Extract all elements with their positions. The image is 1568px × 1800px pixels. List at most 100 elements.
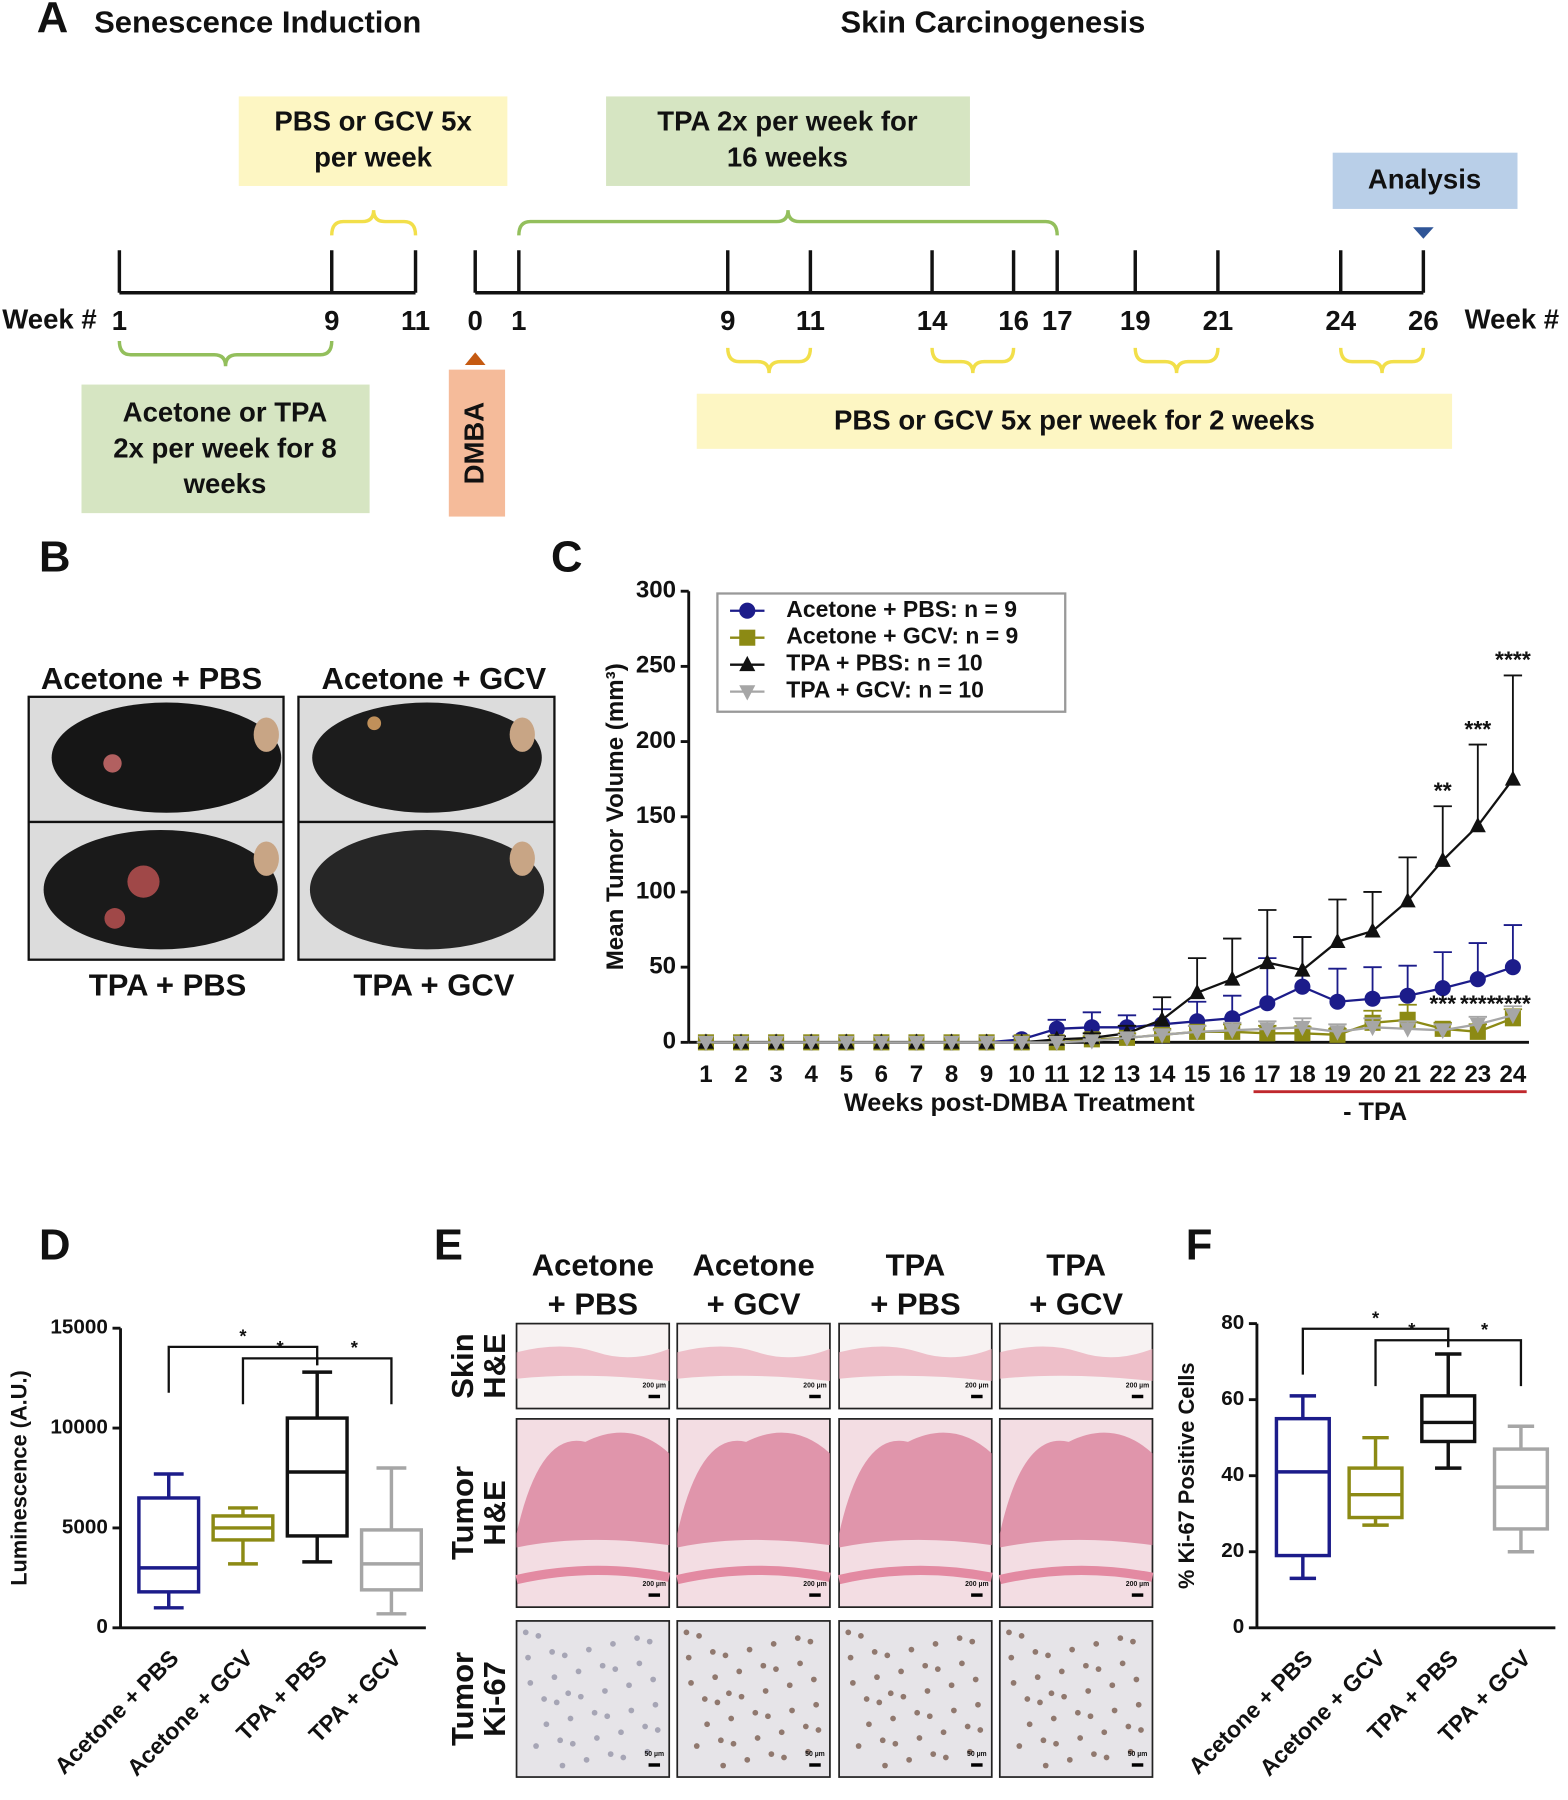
nucleus — [879, 1737, 886, 1744]
x-tick-label: Acetone + GCV — [122, 1644, 258, 1781]
nucleus — [1091, 1751, 1097, 1757]
nucleus — [768, 1751, 775, 1757]
marker — [1364, 922, 1381, 938]
nucleus — [805, 1748, 811, 1755]
tissue-band — [838, 1565, 993, 1585]
x-tick-label: 11 — [1044, 1061, 1069, 1088]
nucleus — [1069, 1646, 1075, 1653]
ear — [253, 841, 279, 876]
x-tick-label: 15 — [1184, 1061, 1211, 1088]
box — [285, 1416, 349, 1538]
nucleus — [1119, 1660, 1126, 1667]
marker — [1189, 1025, 1206, 1041]
series-line — [705, 1014, 1514, 1044]
nucleus — [908, 1646, 915, 1653]
nucleus — [969, 1638, 976, 1645]
y-tick-label: 200 — [636, 727, 676, 754]
x-tick-label: 18 — [1289, 1061, 1316, 1088]
y-tick-label: 300 — [636, 577, 676, 604]
nucleus — [567, 1715, 574, 1722]
nucleus — [1053, 1740, 1059, 1747]
week-number: 0 — [468, 305, 483, 336]
nucleus — [1006, 1629, 1012, 1636]
scale-bar-label: 200 µm — [965, 1581, 988, 1588]
nucleus — [604, 1713, 611, 1720]
nucleus — [585, 1646, 592, 1653]
x-tick-label: 20 — [1359, 1061, 1386, 1088]
significance: *** — [1464, 716, 1491, 742]
scale-bar-label: 200 µm — [965, 1382, 988, 1389]
marker — [1434, 851, 1451, 867]
nucleus — [956, 1635, 963, 1642]
y-tick-label: 250 — [636, 652, 676, 679]
scale-bar — [809, 1763, 821, 1767]
nucleus — [1045, 1652, 1051, 1659]
nucleus — [760, 1662, 767, 1669]
nucleus — [972, 1676, 979, 1683]
scale-bar — [648, 1593, 661, 1597]
nucleus — [887, 1690, 894, 1697]
y-axis-label: Luminescence (A.U.) — [6, 1370, 31, 1586]
nucleus — [1066, 1756, 1073, 1763]
marker — [1259, 1022, 1276, 1038]
nucleus — [746, 1646, 753, 1653]
nucleus — [1101, 1729, 1108, 1736]
nucleus — [1125, 1723, 1132, 1730]
significance: * — [277, 1337, 285, 1358]
nucleus — [1034, 1674, 1041, 1681]
x-tick-label: 21 — [1394, 1061, 1421, 1088]
whisker-low — [228, 1539, 258, 1566]
dmba-marker — [464, 352, 486, 366]
nucleus — [781, 1754, 787, 1761]
marker — [1504, 1008, 1521, 1025]
group-label: Acetone + GCV — [322, 661, 547, 696]
x-tick-label: 1 — [699, 1061, 712, 1088]
nucleus — [1138, 1727, 1144, 1733]
x-tick-label: Acetone + GCV — [1254, 1644, 1390, 1781]
marker — [1469, 816, 1486, 833]
whisker-high — [302, 1370, 333, 1419]
scale-bar-label: 50 µm — [1128, 1751, 1148, 1758]
box — [1274, 1416, 1331, 1558]
marker — [1504, 770, 1521, 786]
timeline-box — [81, 384, 370, 514]
nucleus — [1111, 1707, 1118, 1714]
mouse-photos — [27, 695, 556, 961]
nucleus — [522, 1629, 529, 1636]
timeline-box — [238, 96, 508, 186]
marker — [873, 1035, 890, 1052]
nucleus — [551, 1674, 558, 1681]
week-number: 1 — [112, 305, 127, 336]
whisker-high — [1507, 1424, 1535, 1450]
nucleus — [1016, 1743, 1023, 1749]
week-number: 14 — [917, 305, 948, 336]
series-line — [705, 778, 1514, 1044]
tissue — [677, 1346, 830, 1381]
nucleus — [900, 1693, 907, 1700]
series-line — [705, 966, 1514, 1044]
tissue — [516, 1432, 670, 1548]
nucleus — [559, 1762, 566, 1769]
nucleus — [850, 1680, 856, 1686]
tissue — [999, 1432, 1153, 1548]
x-tick-label: 6 — [875, 1061, 888, 1088]
significance: *** — [1429, 991, 1456, 1017]
significance: **** — [1495, 991, 1531, 1017]
marker — [739, 602, 756, 619]
nucleus — [874, 1674, 880, 1681]
scale-bar — [648, 1763, 661, 1767]
nucleus — [650, 1676, 657, 1683]
brace — [330, 209, 418, 236]
x-tick-label: 13 — [1114, 1061, 1141, 1088]
nucleus — [1026, 1721, 1033, 1728]
scale-bar-label: 200 µm — [1126, 1382, 1149, 1389]
scale-bar-label: 50 µm — [805, 1751, 825, 1758]
marker — [1329, 993, 1346, 1010]
nucleus — [709, 1649, 716, 1655]
x-tick-label: 8 — [945, 1061, 958, 1088]
x-tick-label: 7 — [910, 1061, 923, 1088]
nucleus — [726, 1690, 732, 1697]
legend-label: Acetone + PBS: n = 9 — [786, 596, 1017, 622]
nucleus — [618, 1729, 624, 1736]
timeline-title: Skin Carcinogenesis — [841, 4, 1146, 39]
